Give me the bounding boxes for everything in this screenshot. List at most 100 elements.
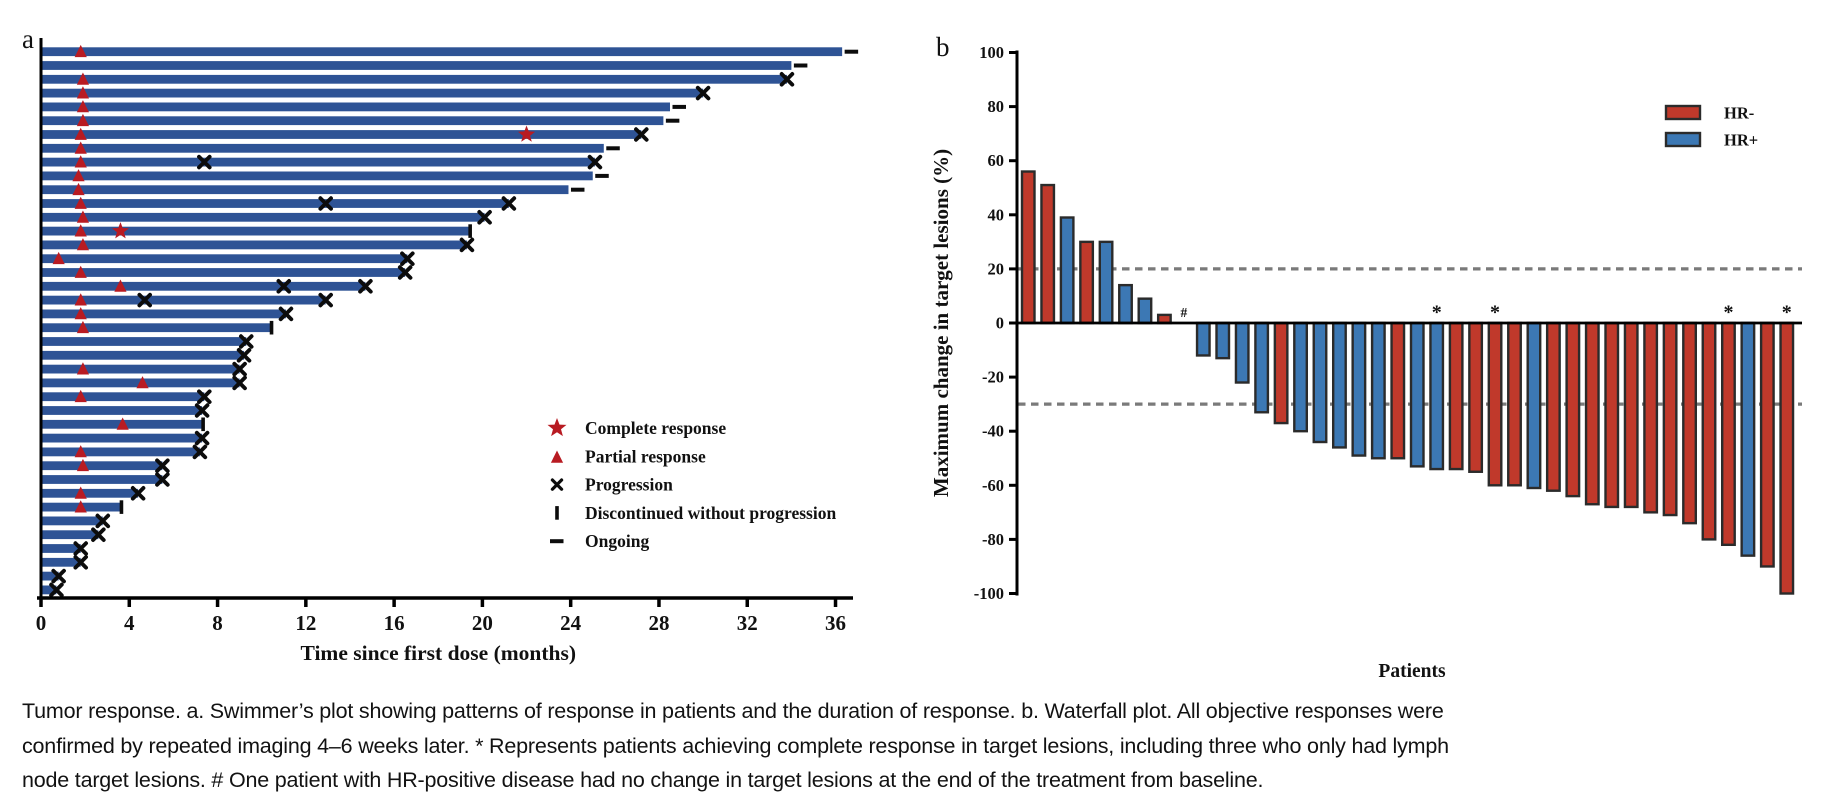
swimmer-bar [41,447,200,457]
tumor-response-figure: 0 4 8 12 16 20 24 28 32 36 Time since first dose (… [22,24,1802,682]
discontinued-bar-icon [555,506,559,520]
waterfall-bar [1351,321,1367,457]
x-tick-label: 4 [124,611,135,635]
ongoing-dash-icon [606,146,620,151]
panel-b-x-axis-title: Patients [1378,661,1446,682]
waterfall-bar [1623,321,1639,509]
swimmer-bar [41,157,595,167]
swimmer-bar [41,185,569,195]
partial-response-triangle-icon [116,417,129,430]
progression-x-icon [192,444,208,460]
waterfall-bar [1370,321,1386,460]
waterfall-bar [1584,321,1600,506]
swimmer-bar [41,212,485,222]
x-tick-label: 28 [648,611,669,635]
caption-line: node target lesions. # One patient with … [22,768,1264,792]
progression-x-icon [130,486,146,501]
swimmer-bar [41,433,203,443]
swimmer-bar [41,488,139,498]
x-tick-label: 0 [36,611,47,635]
progression-x-icon [197,389,212,404]
progression-x-icon [51,568,66,584]
progression-x-icon [137,292,152,308]
waterfall-bar [1720,321,1736,547]
swimmer-bar [41,475,163,484]
partial-response-triangle-icon [76,320,90,334]
waterfall-bar [1040,183,1056,325]
waterfall-bar [1293,321,1309,433]
partial-response-triangle-icon [76,210,90,223]
progression-x-icon [155,458,170,473]
waterfall-bar [1079,240,1095,325]
partial-response-triangle-icon [74,445,87,458]
progression-x-icon [634,127,649,142]
swimmer-bar [41,309,286,319]
waterfall-bar [1468,321,1484,473]
waterfall-bar [1137,297,1153,325]
swimmer-bar [41,557,81,567]
waterfall-bar [1020,170,1036,325]
x-tick-label: 32 [737,611,758,635]
partial-response-triangle-icon [74,44,87,58]
complete-response-star-icon [518,125,536,142]
figure-caption: Tumor response. a. Swimmer’s plot showin… [22,694,1582,798]
caption-line: confirmed by repeated imaging 4–6 weeks … [22,733,1449,758]
partial-response-triangle-icon [74,293,87,306]
complete-response-asterisk: * [1490,302,1500,324]
x-tick-label: 24 [560,611,582,635]
waterfall-bar [1429,321,1445,471]
progression-x-icon [194,403,210,418]
legend-star-icon [547,418,567,437]
legend-label: Partial response [585,446,706,466]
partial-response-triangle-icon [74,307,87,320]
waterfall-bar [1487,321,1503,487]
x-tick-label: 16 [384,611,405,635]
swimmer-bar [41,461,163,471]
y-tick-label: -100 [974,584,1004,603]
y-tick-label: -20 [982,368,1004,387]
caption-line: Tumor response. a. Swimmer’s plot showin… [22,699,1444,723]
discontinued-bar-icon [201,417,205,432]
progression-x-icon [459,237,475,253]
swimmer-bar [41,102,670,112]
swimmer-bar [41,350,245,360]
swimmer-bar [41,240,467,250]
waterfall-bar [1526,321,1542,490]
waterfall-bar [1545,321,1561,492]
partial-response-triangle-icon [76,113,90,127]
progression-x-icon [587,154,603,170]
legend-label: HR+ [1724,131,1758,150]
ongoing-dash-icon [672,104,686,109]
waterfall-bar [1312,321,1328,444]
waterfall-bar [1565,321,1581,498]
y-tick-label: 60 [988,151,1005,170]
waterfall-bar [1118,283,1133,325]
legend-label: Complete response [585,418,726,438]
swimmer-bar [41,392,205,402]
progression-x-icon [95,513,111,529]
swimmer-bar [41,61,792,70]
legend-swatch [1664,131,1702,148]
progression-x-icon [232,375,247,391]
panel-a-label: a [22,24,34,54]
discontinued-bar-icon [269,320,274,335]
progression-x-icon [194,430,210,446]
swimmer-bar [41,254,408,264]
complete-response-star-icon [111,222,129,239]
discontinued-bar-icon [119,500,124,514]
complete-response-asterisk: * [1432,302,1442,324]
waterfall-bar [1759,321,1775,568]
progression-x-icon [91,527,106,542]
legend-swatch [1664,104,1702,121]
ongoing-dash-icon [570,187,585,192]
partial-response-triangle-icon [52,251,65,265]
partial-response-triangle-icon [74,500,87,513]
waterfall-bar [1195,321,1211,357]
y-tick-label: 100 [979,43,1004,62]
progression-x-icon [400,251,415,266]
partial-response-triangle-icon [76,362,90,375]
ongoing-dash-icon [793,63,808,68]
waterfall-bar [1662,321,1678,517]
partial-response-triangle-icon [76,458,90,472]
partial-response-triangle-icon [74,196,87,209]
